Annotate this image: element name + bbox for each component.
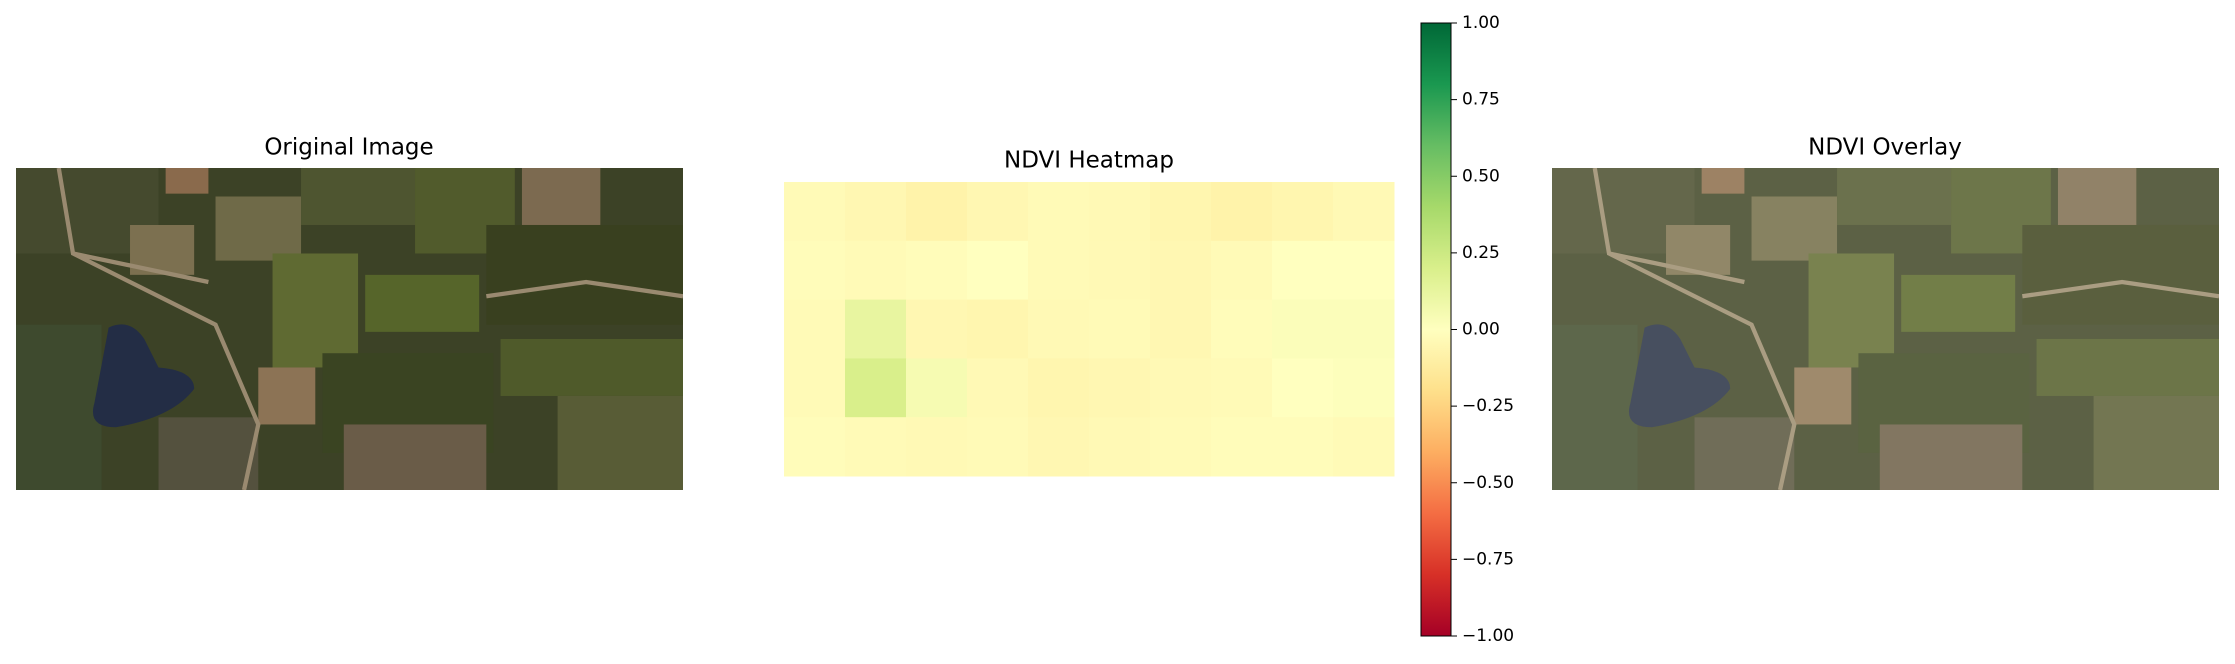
colorbar [1420, 22, 1452, 637]
colorbar-tick-label: 0.25 [1462, 243, 1500, 263]
panel-title: NDVI Overlay [1808, 135, 1962, 161]
heat-cell [1028, 417, 1090, 477]
heat-cell [1089, 182, 1151, 242]
heat-cell [784, 240, 846, 301]
heat-cell [967, 240, 1029, 301]
heat-cell [1028, 299, 1090, 359]
heat-cell [1150, 182, 1212, 242]
heat-cell [1211, 417, 1273, 477]
heat-cell [784, 299, 846, 359]
heat-cell [1333, 417, 1395, 477]
heat-cell [845, 358, 907, 418]
heat-cell [1272, 299, 1334, 359]
heat-cell [1272, 417, 1334, 477]
heat-cell [1150, 240, 1212, 301]
heat-cell [906, 358, 968, 418]
colorbar-tick-label: −0.75 [1462, 549, 1514, 569]
colorbar-tick-label: −1.00 [1462, 626, 1514, 646]
heat-cell [784, 358, 846, 418]
heat-cell [1089, 417, 1151, 477]
heat-cell [1333, 358, 1395, 418]
heat-cell [845, 417, 907, 477]
colorbar-tick-label: 0.50 [1462, 166, 1500, 186]
panel-title: Original Image [264, 135, 433, 161]
heat-cell [1089, 240, 1151, 301]
colorbar-tick-label: 0.00 [1462, 320, 1500, 340]
heat-cell [906, 182, 968, 242]
heat-cell [1089, 299, 1151, 359]
heat-cell [906, 240, 968, 301]
heat-cell [1150, 417, 1212, 477]
heat-cell [906, 299, 968, 359]
heat-cell [1150, 358, 1212, 418]
panel-title: NDVI Heatmap [1004, 148, 1174, 174]
heat-cell [1028, 182, 1090, 242]
heat-cell [784, 417, 846, 477]
heat-cell [967, 299, 1029, 359]
heat-cell [1211, 358, 1273, 418]
heat-cell [1089, 358, 1151, 418]
heat-cell [967, 182, 1029, 242]
heat-cell [1028, 358, 1090, 418]
heat-cell [1150, 299, 1212, 359]
heat-cell [1333, 299, 1395, 359]
heat-cell [1272, 182, 1334, 242]
colorbar-tick-label: 0.75 [1462, 90, 1500, 110]
heat-cell [1211, 240, 1273, 301]
heat-cell [967, 417, 1029, 477]
heat-cell [967, 358, 1029, 418]
heat-cell [1028, 240, 1090, 301]
overlay-tint [1552, 168, 2219, 490]
colorbar-tick-label: −0.50 [1462, 473, 1514, 493]
heat-cell [845, 240, 907, 301]
heat-cell [1272, 358, 1334, 418]
heat-cell [1333, 240, 1395, 301]
colorbar-tick-label: −0.25 [1462, 396, 1514, 416]
heat-cell [1333, 182, 1395, 242]
colorbar-ticks: 1.00 0.75 0.50 0.25 0.00 −0.25 −0.50 −0.75 −1.00 [1451, 13, 1514, 646]
heatmap [784, 182, 1395, 477]
colorbar-tick-label: 1.00 [1462, 13, 1500, 33]
heat-cell [906, 417, 968, 477]
heat-cell [1211, 182, 1273, 242]
original-image [16, 168, 683, 490]
heat-cell [1272, 240, 1334, 301]
heat-cell [784, 182, 846, 242]
heat-cell [845, 299, 907, 359]
heat-cell [845, 182, 907, 242]
heat-cell [1211, 299, 1273, 359]
